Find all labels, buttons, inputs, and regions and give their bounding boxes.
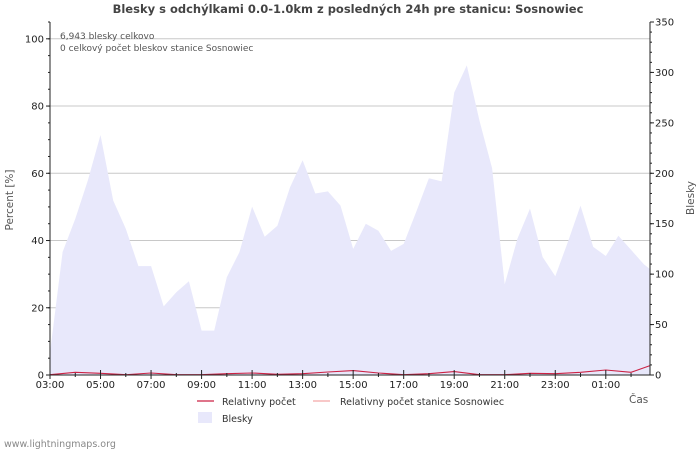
chart-title: Blesky s odchýlkami 0.0-1.0km z posledný…: [113, 2, 584, 16]
left-tick-label-80: 80: [31, 102, 44, 113]
annotation-station: 0 celkový počet bleskov stanice Sosnowie…: [60, 43, 253, 54]
left-tick-label-20: 20: [31, 303, 44, 314]
series-blesky-area: [50, 65, 650, 376]
legend-label-blesky: Blesky: [222, 414, 253, 425]
left-tick-label-100: 100: [25, 34, 44, 45]
x-tick-label-05:00: 05:00: [86, 380, 115, 391]
annotation-total: 6,943 blesky celkovo: [60, 32, 155, 42]
footer-credit: www.lightningmaps.org: [4, 439, 116, 450]
x-tick-label-13:00: 13:00: [288, 380, 317, 391]
left-tick-label-0: 0: [38, 371, 44, 382]
x-tick-label-09:00: 09:00: [187, 380, 216, 391]
left-tick-label-60: 60: [31, 169, 44, 180]
right-tick-label-200: 200: [655, 169, 674, 180]
x-tick-label-17:00: 17:00: [389, 380, 418, 391]
x-axis-label: Čas: [629, 393, 648, 406]
legend-label-relativny-pocet: Relativny počet: [222, 397, 296, 408]
left-y-ticks: 0 20 40 60 80 100: [25, 21, 50, 382]
x-tick-label-01:00: 01:00: [591, 380, 620, 391]
right-tick-label-300: 300: [655, 68, 674, 79]
legend-swatch-blesky: [198, 412, 212, 423]
legend: Relativny počet Relativny počet stanice …: [197, 397, 504, 425]
blesky-area-layer: [50, 65, 650, 376]
x-tick-label-03:00: 03:00: [36, 380, 65, 391]
x-ticks: 03:00 05:00 07:00 09:00 11:00 13:00 15:00 17:00…: [36, 370, 632, 391]
right-tick-label-250: 250: [655, 118, 674, 129]
right-tick-label-350: 350: [655, 18, 674, 29]
x-tick-label-21:00: 21:00: [490, 380, 519, 391]
right-tick-label-150: 150: [655, 219, 674, 230]
right-tick-label-0: 0: [655, 371, 661, 382]
right-y-ticks: 0 50 100 150 200 250 300 350: [650, 18, 674, 382]
right-tick-label-100: 100: [655, 270, 674, 281]
x-tick-label-19:00: 19:00: [440, 380, 469, 391]
x-tick-label-23:00: 23:00: [541, 380, 570, 391]
y-axis-label-left: Percent [%]: [4, 169, 16, 230]
x-tick-label-11:00: 11:00: [238, 380, 267, 391]
y-axis-label-right: Blesky: [685, 181, 697, 215]
x-tick-label-15:00: 15:00: [339, 380, 368, 391]
left-tick-label-40: 40: [31, 236, 44, 247]
legend-label-relativny-pocet-stanice: Relativny počet stanice Sosnowiec: [340, 397, 504, 408]
x-tick-label-07:00: 07:00: [137, 380, 166, 391]
right-tick-label-50: 50: [655, 320, 668, 331]
